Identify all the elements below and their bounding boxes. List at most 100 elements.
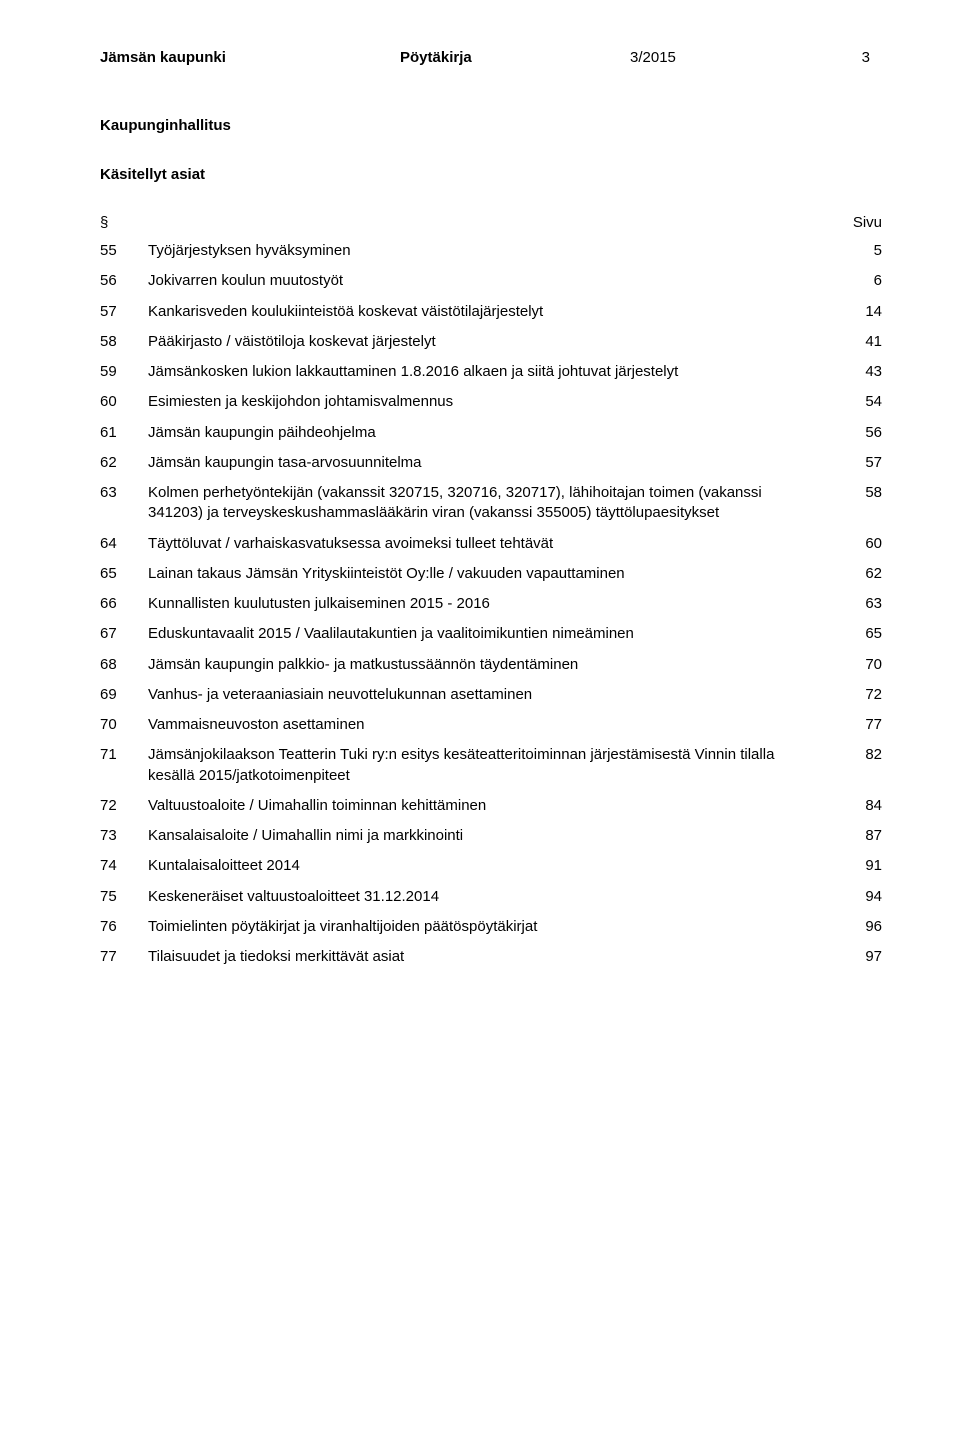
toc-row-number: 76 xyxy=(100,917,148,937)
toc-row: 73Kansalaisaloite / Uimahallin nimi ja m… xyxy=(100,826,888,846)
toc-row: 64Täyttöluvat / varhaiskasvatuksessa avo… xyxy=(100,534,888,554)
toc-row-number: 65 xyxy=(100,564,148,584)
toc-row: 63Kolmen perhetyöntekijän (vakanssit 320… xyxy=(100,483,888,524)
toc-row: 59Jämsänkosken lukion lakkauttaminen 1.8… xyxy=(100,362,888,382)
toc-row: 61Jämsän kaupungin päihdeohjelma56 xyxy=(100,423,888,443)
toc-row: 70Vammaisneuvoston asettaminen77 xyxy=(100,715,888,735)
toc-row-number: 77 xyxy=(100,947,148,967)
toc-row-page: 56 xyxy=(826,423,888,443)
toc-row-number: 58 xyxy=(100,332,148,352)
toc-row-title: Lainan takaus Jämsän Yrityskiinteistöt O… xyxy=(148,564,826,584)
toc-row: 77Tilaisuudet ja tiedoksi merkittävät as… xyxy=(100,947,888,967)
toc-row-page: 57 xyxy=(826,453,888,473)
toc-row: 66Kunnallisten kuulutusten julkaiseminen… xyxy=(100,594,888,614)
toc-row-number: 56 xyxy=(100,271,148,291)
toc-head-section-symbol: § xyxy=(100,213,148,233)
toc-row: 58Pääkirjasto / väistötiloja koskevat jä… xyxy=(100,332,888,352)
toc-row-title: Jokivarren koulun muutostyöt xyxy=(148,271,826,291)
toc-head-title xyxy=(148,213,826,233)
toc-row: 65Lainan takaus Jämsän Yrityskiinteistöt… xyxy=(100,564,888,584)
toc-row-number: 68 xyxy=(100,655,148,675)
toc-row-title: Kolmen perhetyöntekijän (vakanssit 32071… xyxy=(148,483,826,524)
toc-row-title: Jämsän kaupungin päihdeohjelma xyxy=(148,423,826,443)
toc-row-title: Jämsänkosken lukion lakkauttaminen 1.8.2… xyxy=(148,362,826,382)
toc-row-title: Jämsänjokilaakson Teatterin Tuki ry:n es… xyxy=(148,745,826,786)
toc-row-number: 72 xyxy=(100,796,148,816)
toc-row-page: 97 xyxy=(826,947,888,967)
toc-row-title: Esimiesten ja keskijohdon johtamisvalmen… xyxy=(148,392,826,412)
toc-row: 71Jämsänjokilaakson Teatterin Tuki ry:n … xyxy=(100,745,888,786)
toc-row-page: 91 xyxy=(826,856,888,876)
toc-row: 62Jämsän kaupungin tasa-arvosuunnitelma5… xyxy=(100,453,888,473)
toc-row-number: 63 xyxy=(100,483,148,503)
toc-row-title: Eduskuntavaalit 2015 / Vaalilautakuntien… xyxy=(148,624,826,644)
toc-row-title: Kankarisveden koulukiinteistöä koskevat … xyxy=(148,302,826,322)
header-right: 3/2015 3 xyxy=(630,48,888,68)
toc-row-title: Vanhus- ja veteraaniasiain neuvottelukun… xyxy=(148,685,826,705)
header-doc-number: 3/2015 xyxy=(630,48,730,68)
toc-row: 68Jämsän kaupungin palkkio- ja matkustus… xyxy=(100,655,888,675)
toc-row-page: 63 xyxy=(826,594,888,614)
toc-row-title: Työjärjestyksen hyväksyminen xyxy=(148,241,826,261)
toc-row-number: 73 xyxy=(100,826,148,846)
toc-row-number: 70 xyxy=(100,715,148,735)
toc-row-page: 72 xyxy=(826,685,888,705)
toc-row-title: Valtuustoaloite / Uimahallin toiminnan k… xyxy=(148,796,826,816)
toc-row-page: 41 xyxy=(826,332,888,352)
toc-row: 72Valtuustoaloite / Uimahallin toiminnan… xyxy=(100,796,888,816)
header-page-number: 3 xyxy=(730,48,888,68)
toc-head-page-label: Sivu xyxy=(826,213,888,233)
toc-row-page: 70 xyxy=(826,655,888,675)
section-title: Käsitellyt asiat xyxy=(100,165,888,185)
toc-row: 60Esimiesten ja keskijohdon johtamisvalm… xyxy=(100,392,888,412)
toc-row-title: Jämsän kaupungin palkkio- ja matkustussä… xyxy=(148,655,826,675)
toc-row: 57Kankarisveden koulukiinteistöä koskeva… xyxy=(100,302,888,322)
toc-row-title: Vammaisneuvoston asettaminen xyxy=(148,715,826,735)
toc-row-number: 55 xyxy=(100,241,148,261)
toc-row-title: Kunnallisten kuulutusten julkaiseminen 2… xyxy=(148,594,826,614)
toc-row-title: Keskeneräiset valtuustoaloitteet 31.12.2… xyxy=(148,887,826,907)
toc-row-title: Jämsän kaupungin tasa-arvosuunnitelma xyxy=(148,453,826,473)
toc-row-number: 62 xyxy=(100,453,148,473)
toc-row-page: 62 xyxy=(826,564,888,584)
toc-row-title: Täyttöluvat / varhaiskasvatuksessa avoim… xyxy=(148,534,826,554)
page-header: Jämsän kaupunki Pöytäkirja 3/2015 3 xyxy=(100,48,888,68)
toc-row-page: 84 xyxy=(826,796,888,816)
toc-row: 75Keskeneräiset valtuustoaloitteet 31.12… xyxy=(100,887,888,907)
toc-row-page: 77 xyxy=(826,715,888,735)
header-municipality: Jämsän kaupunki xyxy=(100,48,400,68)
toc-row-number: 60 xyxy=(100,392,148,412)
toc-row-number: 64 xyxy=(100,534,148,554)
page: Jämsän kaupunki Pöytäkirja 3/2015 3 Kaup… xyxy=(0,0,960,1438)
toc-row-page: 96 xyxy=(826,917,888,937)
toc-row-number: 66 xyxy=(100,594,148,614)
toc-row-number: 69 xyxy=(100,685,148,705)
toc-row-page: 5 xyxy=(826,241,888,261)
toc-row-page: 82 xyxy=(826,745,888,765)
toc-row-number: 67 xyxy=(100,624,148,644)
toc-row-page: 43 xyxy=(826,362,888,382)
toc-row-number: 59 xyxy=(100,362,148,382)
toc-row-page: 60 xyxy=(826,534,888,554)
toc-row: 67Eduskuntavaalit 2015 / Vaalilautakunti… xyxy=(100,624,888,644)
toc-row-number: 57 xyxy=(100,302,148,322)
toc-row-page: 54 xyxy=(826,392,888,412)
toc-row-title: Kuntalaisaloitteet 2014 xyxy=(148,856,826,876)
toc-header-row: § Sivu xyxy=(100,213,888,233)
toc-row-page: 6 xyxy=(826,271,888,291)
toc-row: 74Kuntalaisaloitteet 201491 xyxy=(100,856,888,876)
toc-row-page: 14 xyxy=(826,302,888,322)
toc-row: 55Työjärjestyksen hyväksyminen5 xyxy=(100,241,888,261)
toc-row-page: 87 xyxy=(826,826,888,846)
toc-row-title: Tilaisuudet ja tiedoksi merkittävät asia… xyxy=(148,947,826,967)
toc-row: 56Jokivarren koulun muutostyöt6 xyxy=(100,271,888,291)
header-doc-type: Pöytäkirja xyxy=(400,48,630,68)
toc-row: 76Toimielinten pöytäkirjat ja viranhalti… xyxy=(100,917,888,937)
toc-body: 55Työjärjestyksen hyväksyminen556Jokivar… xyxy=(100,241,888,967)
toc-row-title: Pääkirjasto / väistötiloja koskevat järj… xyxy=(148,332,826,352)
toc-row-number: 71 xyxy=(100,745,148,765)
toc-row-title: Toimielinten pöytäkirjat ja viranhaltijo… xyxy=(148,917,826,937)
toc-row-number: 61 xyxy=(100,423,148,443)
toc-row: 69Vanhus- ja veteraaniasiain neuvotteluk… xyxy=(100,685,888,705)
toc-row-number: 75 xyxy=(100,887,148,907)
